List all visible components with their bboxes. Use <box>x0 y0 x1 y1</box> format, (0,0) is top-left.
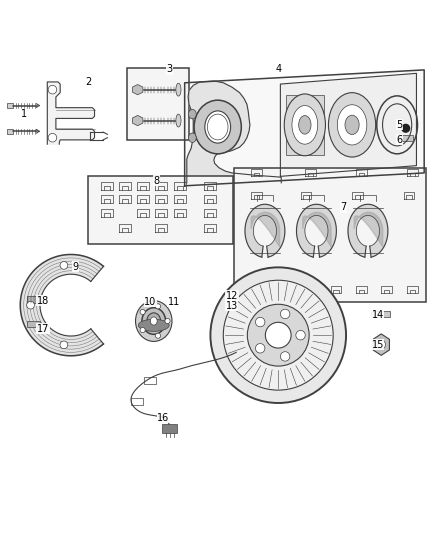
Ellipse shape <box>194 100 241 154</box>
Text: 12: 12 <box>226 290 238 301</box>
Text: 4: 4 <box>276 64 282 74</box>
Ellipse shape <box>299 116 311 134</box>
Bar <box>144 377 156 384</box>
Ellipse shape <box>345 115 359 134</box>
Polygon shape <box>132 85 143 95</box>
Ellipse shape <box>138 319 169 332</box>
Circle shape <box>210 268 346 403</box>
Circle shape <box>27 301 35 309</box>
Bar <box>234 168 426 302</box>
Ellipse shape <box>371 311 376 317</box>
Ellipse shape <box>397 135 401 141</box>
Polygon shape <box>280 74 417 176</box>
Ellipse shape <box>337 104 367 145</box>
Ellipse shape <box>150 317 157 325</box>
Circle shape <box>377 341 385 349</box>
Circle shape <box>60 341 68 349</box>
Polygon shape <box>47 82 95 144</box>
Ellipse shape <box>292 106 318 144</box>
Bar <box>286 95 324 155</box>
Polygon shape <box>245 204 285 257</box>
Text: 17: 17 <box>37 324 49 334</box>
Text: 11: 11 <box>168 297 180 306</box>
Polygon shape <box>348 204 388 257</box>
Ellipse shape <box>147 313 161 329</box>
Ellipse shape <box>176 114 181 127</box>
Polygon shape <box>185 70 424 186</box>
Text: 9: 9 <box>72 262 78 271</box>
Text: 16: 16 <box>157 413 170 423</box>
Circle shape <box>255 317 265 327</box>
Text: 7: 7 <box>340 202 346 212</box>
Ellipse shape <box>328 93 376 157</box>
Circle shape <box>223 280 333 390</box>
Circle shape <box>60 262 68 269</box>
Text: 6: 6 <box>396 135 403 145</box>
Text: 3: 3 <box>166 64 173 74</box>
Ellipse shape <box>135 301 172 342</box>
Ellipse shape <box>205 111 230 143</box>
Text: 2: 2 <box>85 77 91 87</box>
Circle shape <box>48 85 57 94</box>
Text: 14: 14 <box>372 310 384 320</box>
Circle shape <box>402 124 410 132</box>
Text: 18: 18 <box>37 296 49 306</box>
Polygon shape <box>187 81 281 183</box>
Text: 10: 10 <box>144 297 156 306</box>
Polygon shape <box>7 103 13 108</box>
Bar <box>88 176 233 244</box>
Polygon shape <box>373 334 389 356</box>
Circle shape <box>140 309 145 314</box>
Circle shape <box>280 309 290 319</box>
Polygon shape <box>297 204 336 257</box>
Ellipse shape <box>176 83 181 96</box>
Text: 1: 1 <box>21 109 27 119</box>
Circle shape <box>247 304 309 366</box>
Circle shape <box>140 327 145 333</box>
Ellipse shape <box>142 308 166 334</box>
Bar <box>127 68 189 140</box>
Polygon shape <box>7 128 13 134</box>
Text: 15: 15 <box>371 340 384 350</box>
Circle shape <box>255 344 265 353</box>
Bar <box>131 398 144 405</box>
Circle shape <box>155 333 161 338</box>
Text: 8: 8 <box>154 176 160 185</box>
Bar <box>162 424 177 433</box>
Text: 13: 13 <box>226 301 238 311</box>
Ellipse shape <box>188 109 196 119</box>
Bar <box>27 296 43 303</box>
Circle shape <box>48 133 57 142</box>
Circle shape <box>165 318 170 324</box>
Text: 5: 5 <box>396 120 403 130</box>
Bar <box>374 311 390 317</box>
Polygon shape <box>132 116 143 126</box>
Ellipse shape <box>188 133 196 142</box>
Bar <box>399 135 413 141</box>
Ellipse shape <box>284 94 325 156</box>
Bar <box>27 321 39 327</box>
Circle shape <box>280 352 290 361</box>
Circle shape <box>155 304 161 309</box>
Circle shape <box>296 330 305 340</box>
Polygon shape <box>20 254 103 356</box>
Circle shape <box>265 322 291 348</box>
